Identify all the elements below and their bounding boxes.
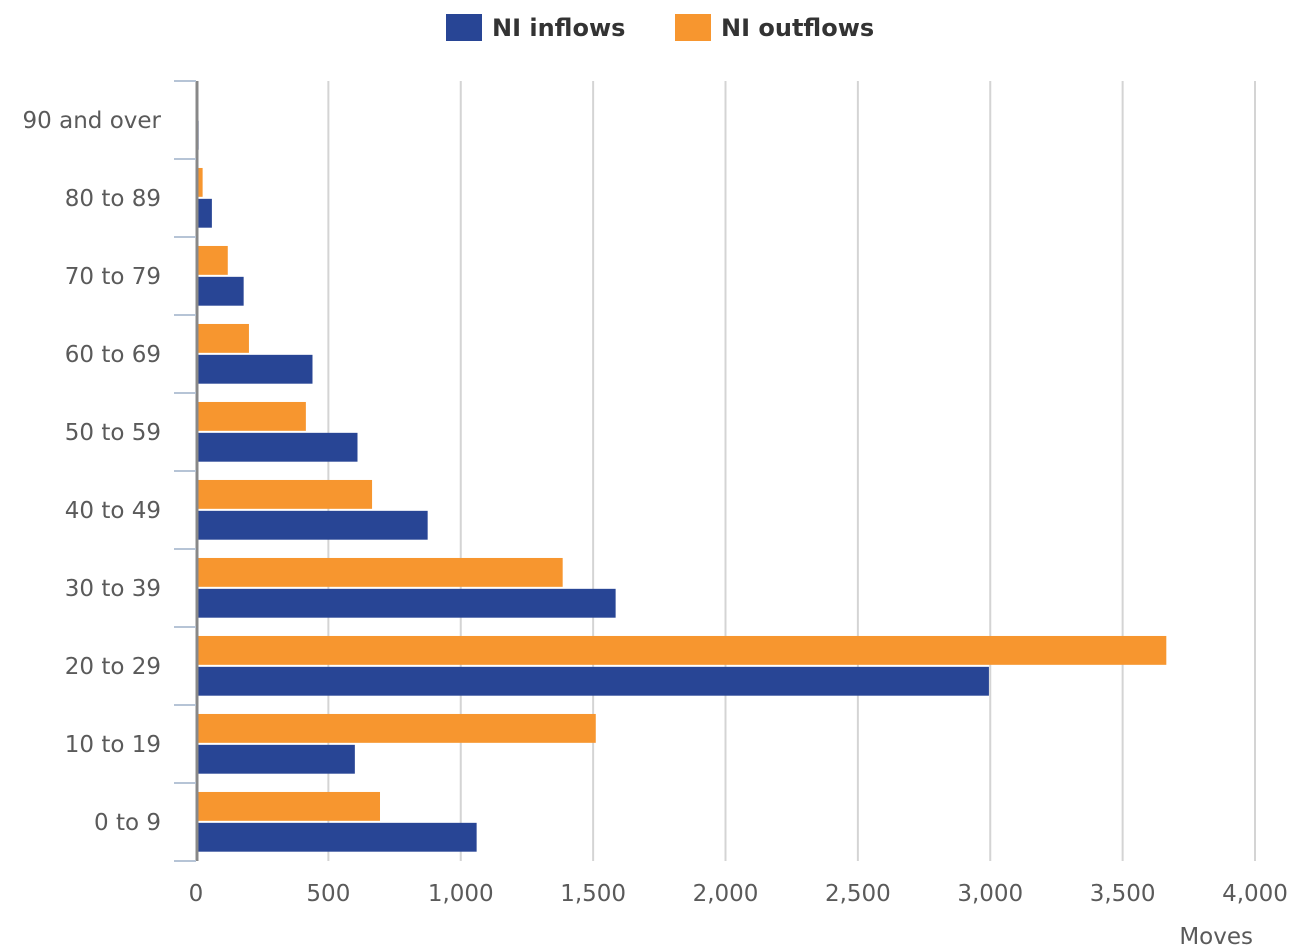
x-tick-label: 4,000 [1222,881,1288,907]
bar-inflows [196,822,477,852]
y-tick-label: 10 to 19 [65,732,161,758]
y-tick-label: 40 to 49 [65,498,161,524]
legend-label: NI inflows [492,14,625,42]
y-axis: 90 and over 80 to 89 70 to 79 60 to 69 50 to… [23,80,199,862]
bar-inflows [196,666,989,696]
bar-outflows [196,713,596,743]
bar-inflows [196,744,355,774]
y-tick-label: 0 to 9 [94,810,161,836]
bar-outflows [196,323,249,353]
bar-inflows [196,354,313,384]
legend: NI inflows NI outflows [446,14,874,42]
bar-inflows [196,432,358,462]
x-tick-label: 2,000 [693,881,759,907]
bar-outflows [196,245,228,275]
y-tick-label: 90 and over [23,108,162,134]
x-axis: 0 500 1,000 1,500 2,000 2,500 3,000 3,500 4,000 [189,881,1288,907]
legend-swatch [675,14,711,41]
x-tick-label: 2,500 [825,881,891,907]
legend-swatch [446,14,482,41]
y-tick-label: 20 to 29 [65,654,161,680]
y-tick-label: 60 to 69 [65,342,161,368]
bar-outflows [196,635,1167,665]
legend-label: NI outflows [721,14,874,42]
bar-inflows [196,588,616,618]
x-axis-title: Moves [1179,924,1253,946]
x-tick-label: 0 [189,881,204,907]
y-tick-label: 80 to 89 [65,186,161,212]
y-tick-label: 70 to 79 [65,264,161,290]
y-tick-label: 50 to 59 [65,420,161,446]
bar-inflows [196,276,244,306]
x-tick-label: 1,000 [428,881,494,907]
x-tick-label: 1,500 [560,881,626,907]
x-tick-label: 500 [306,881,350,907]
bar-outflows [196,557,563,587]
bar-outflows [196,479,373,509]
gridlines [327,81,1256,861]
bar-inflows [196,198,212,228]
bar-outflows [196,167,203,197]
x-tick-label: 3,000 [957,881,1023,907]
bar-outflows [196,791,381,821]
y-tick-label: 30 to 39 [65,576,161,602]
bars [196,89,1167,852]
bar-inflows [196,510,428,540]
x-tick-label: 3,500 [1090,881,1156,907]
bar-outflows [196,401,306,431]
